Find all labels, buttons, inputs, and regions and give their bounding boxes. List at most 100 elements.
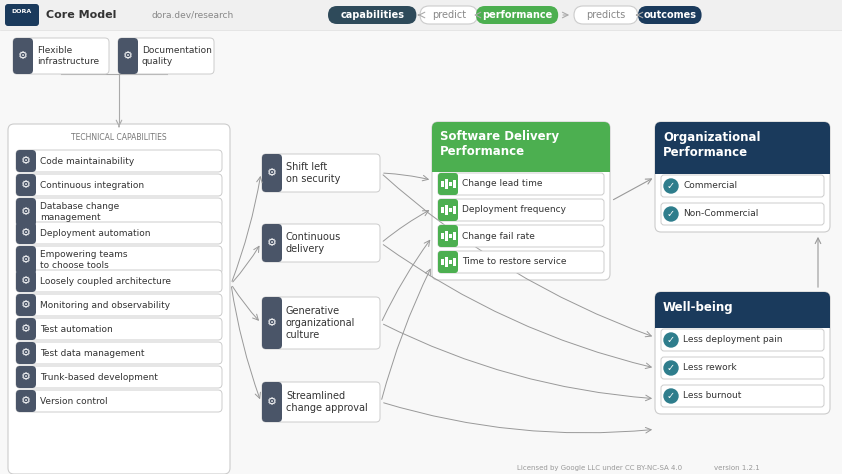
FancyBboxPatch shape — [661, 203, 824, 225]
FancyBboxPatch shape — [16, 366, 222, 388]
Text: ✓: ✓ — [667, 391, 675, 401]
Bar — [445, 179, 447, 189]
Circle shape — [664, 179, 678, 193]
FancyBboxPatch shape — [16, 150, 222, 172]
FancyBboxPatch shape — [8, 124, 230, 474]
Text: ⚙: ⚙ — [267, 238, 277, 248]
FancyBboxPatch shape — [16, 318, 222, 340]
Text: ⚙: ⚙ — [21, 372, 31, 382]
Text: Less rework: Less rework — [683, 364, 737, 373]
FancyBboxPatch shape — [16, 222, 36, 244]
FancyBboxPatch shape — [262, 224, 380, 262]
FancyBboxPatch shape — [262, 154, 282, 192]
Text: ⚙: ⚙ — [267, 318, 277, 328]
FancyBboxPatch shape — [438, 251, 604, 273]
FancyBboxPatch shape — [5, 4, 39, 26]
Text: Shift left
on security: Shift left on security — [286, 162, 340, 184]
FancyBboxPatch shape — [16, 390, 222, 412]
FancyBboxPatch shape — [118, 38, 214, 74]
Text: Software Delivery
Performance: Software Delivery Performance — [440, 130, 559, 158]
FancyBboxPatch shape — [118, 38, 138, 74]
FancyBboxPatch shape — [16, 318, 36, 340]
Text: predicts: predicts — [586, 10, 626, 20]
FancyBboxPatch shape — [638, 6, 701, 24]
Text: ⚙: ⚙ — [21, 180, 31, 190]
FancyBboxPatch shape — [16, 150, 36, 172]
Circle shape — [664, 389, 678, 403]
Text: ⚙: ⚙ — [21, 276, 31, 286]
Text: ⚙: ⚙ — [21, 300, 31, 310]
Text: performance: performance — [482, 10, 552, 20]
FancyBboxPatch shape — [16, 294, 222, 316]
FancyBboxPatch shape — [16, 198, 36, 226]
Bar — [441, 233, 444, 239]
Text: TECHNICAL CAPABILITIES: TECHNICAL CAPABILITIES — [72, 133, 167, 142]
Bar — [445, 257, 447, 267]
FancyBboxPatch shape — [262, 297, 282, 349]
Text: Test data management: Test data management — [40, 348, 145, 357]
Text: Generative
organizational
culture: Generative organizational culture — [286, 306, 355, 339]
Bar — [441, 207, 444, 213]
Text: dora.dev/research: dora.dev/research — [152, 10, 234, 19]
FancyBboxPatch shape — [16, 342, 222, 364]
FancyBboxPatch shape — [16, 366, 36, 388]
FancyBboxPatch shape — [328, 6, 417, 24]
FancyBboxPatch shape — [16, 342, 36, 364]
Text: outcomes: outcomes — [643, 10, 696, 20]
Circle shape — [664, 361, 678, 375]
Text: capabilities: capabilities — [340, 10, 404, 20]
FancyBboxPatch shape — [476, 6, 558, 24]
Bar — [445, 231, 447, 241]
Text: ⚙: ⚙ — [21, 156, 31, 166]
Text: ⚙: ⚙ — [21, 396, 31, 406]
Text: ⚙: ⚙ — [267, 397, 277, 407]
FancyBboxPatch shape — [13, 38, 109, 74]
FancyBboxPatch shape — [655, 122, 830, 174]
Text: Database change
management: Database change management — [40, 202, 120, 222]
Text: Commercial: Commercial — [683, 182, 737, 191]
Text: Continuous integration: Continuous integration — [40, 181, 144, 190]
Bar — [655, 322, 830, 328]
FancyBboxPatch shape — [655, 122, 830, 232]
Circle shape — [664, 207, 678, 221]
FancyBboxPatch shape — [661, 175, 824, 197]
FancyBboxPatch shape — [16, 246, 222, 274]
Bar — [441, 259, 444, 265]
FancyBboxPatch shape — [438, 199, 604, 221]
Bar — [441, 181, 444, 187]
Text: Core Model: Core Model — [46, 10, 116, 20]
FancyBboxPatch shape — [432, 122, 610, 280]
Text: DORA: DORA — [12, 9, 32, 13]
FancyBboxPatch shape — [16, 174, 36, 196]
FancyBboxPatch shape — [0, 0, 842, 30]
FancyBboxPatch shape — [13, 38, 33, 74]
Text: ⚙: ⚙ — [21, 348, 31, 358]
Text: Less deployment pain: Less deployment pain — [683, 336, 782, 345]
Text: Continuous
delivery: Continuous delivery — [286, 232, 341, 254]
Bar — [449, 182, 451, 186]
Text: Test automation: Test automation — [40, 325, 113, 334]
Text: Flexible
infrastructure: Flexible infrastructure — [37, 46, 99, 66]
Text: Non-Commercial: Non-Commercial — [683, 210, 759, 219]
FancyBboxPatch shape — [262, 297, 380, 349]
FancyBboxPatch shape — [661, 329, 824, 351]
Text: ⚙: ⚙ — [21, 228, 31, 238]
Bar — [449, 234, 451, 238]
FancyBboxPatch shape — [16, 270, 222, 292]
Text: ⚙: ⚙ — [21, 207, 31, 217]
Bar — [449, 208, 451, 212]
FancyBboxPatch shape — [438, 225, 604, 247]
Bar — [655, 168, 830, 174]
Text: version 1.2.1: version 1.2.1 — [714, 465, 760, 471]
FancyBboxPatch shape — [661, 385, 824, 407]
FancyBboxPatch shape — [262, 382, 380, 422]
Circle shape — [664, 333, 678, 347]
Text: Version control: Version control — [40, 396, 108, 405]
Text: ✓: ✓ — [667, 209, 675, 219]
Text: Trunk-based development: Trunk-based development — [40, 373, 158, 382]
Text: ⚙: ⚙ — [21, 255, 31, 265]
FancyBboxPatch shape — [574, 6, 637, 24]
Bar — [445, 205, 447, 215]
FancyBboxPatch shape — [661, 357, 824, 379]
Bar — [453, 180, 456, 188]
